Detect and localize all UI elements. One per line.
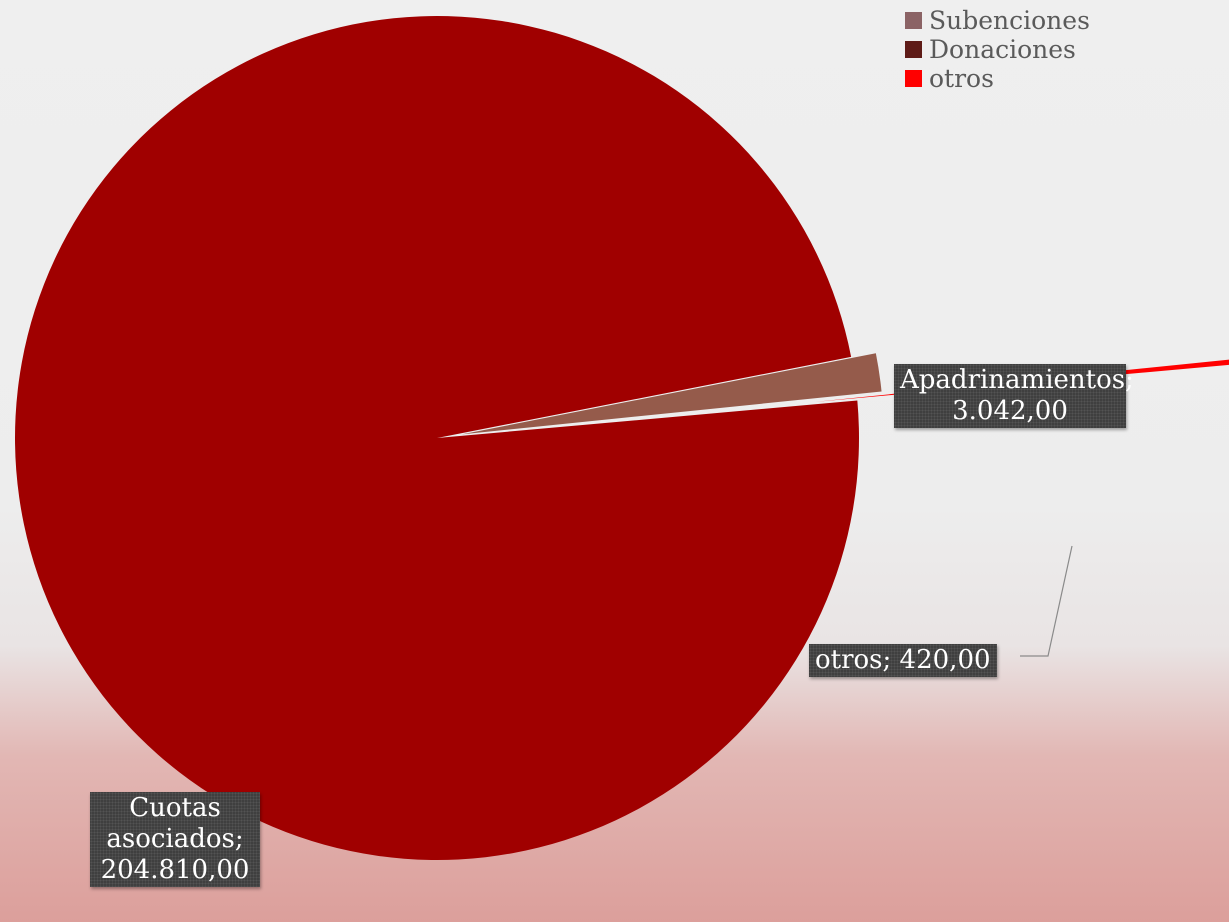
data-label-cuotas-value: 204.810,00	[100, 855, 250, 885]
legend-swatch-otros	[905, 70, 922, 87]
legend-label-donaciones: Donaciones	[929, 35, 1076, 64]
data-label-cuotas: Cuotas asociados; 204.810,00	[90, 792, 260, 887]
legend-item-otros: otros	[905, 64, 1090, 93]
data-label-otros: otros; 420,00	[809, 644, 997, 677]
legend-label-otros: otros	[929, 64, 994, 93]
data-label-apadrinamientos-name: Apadrinamientos;	[900, 365, 1134, 395]
legend-item-subenciones: Subenciones	[905, 6, 1090, 35]
leader-line-otros	[1020, 545, 1073, 657]
data-label-cuotas-line1: Cuotas	[129, 793, 221, 823]
data-label-apadrinamientos-value: 3.042,00	[952, 396, 1068, 426]
pie-slice-cuotas-asociados	[14, 15, 859, 860]
data-label-apadrinamientos: Apadrinamientos; 3.042,00	[894, 364, 1134, 428]
legend-label-subenciones: Subenciones	[929, 6, 1090, 35]
legend-swatch-subenciones	[905, 12, 922, 29]
legend: Subenciones Donaciones otros	[905, 6, 1090, 93]
data-label-otros-text: otros; 420,00	[815, 645, 991, 675]
data-label-cuotas-line2: asociados;	[106, 824, 244, 854]
legend-item-donaciones: Donaciones	[905, 35, 1090, 64]
legend-swatch-donaciones	[905, 41, 922, 58]
pie-slice-apadrinamientos	[461, 353, 882, 435]
